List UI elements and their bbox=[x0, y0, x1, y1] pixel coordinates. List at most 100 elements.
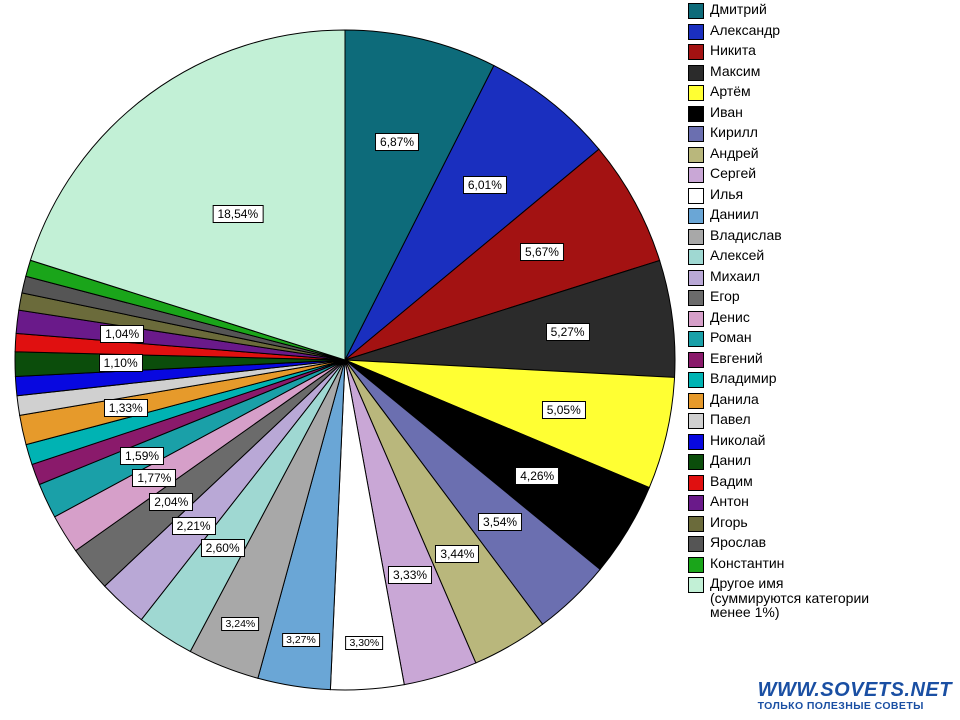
legend-swatch bbox=[688, 372, 704, 388]
legend-swatch bbox=[688, 208, 704, 224]
legend-swatch bbox=[688, 331, 704, 347]
slice-label: 3,27% bbox=[282, 633, 320, 647]
watermark-line1: WWW.SOVETS.NET bbox=[758, 680, 952, 701]
legend-item: Игорь bbox=[688, 515, 958, 532]
legend-swatch bbox=[688, 65, 704, 81]
legend-label: Игорь bbox=[710, 515, 748, 530]
legend-item: Кирилл bbox=[688, 125, 958, 142]
legend-item: Егор bbox=[688, 289, 958, 306]
legend-label: Антон bbox=[710, 494, 749, 509]
legend-label: Кирилл bbox=[710, 125, 758, 140]
legend-swatch bbox=[688, 311, 704, 327]
legend-swatch bbox=[688, 475, 704, 491]
pie-chart-area: 6,87% 6,01% 5,67% 5,27% 5,05% 4,26% 3,54% 3,44%… bbox=[0, 0, 680, 720]
legend-item: Данил bbox=[688, 453, 958, 470]
legend-item: Илья bbox=[688, 187, 958, 204]
legend-swatch bbox=[688, 393, 704, 409]
legend-label: Константин bbox=[710, 556, 784, 571]
legend-swatch bbox=[688, 126, 704, 142]
legend-label: Егор bbox=[710, 289, 740, 304]
legend-swatch bbox=[688, 495, 704, 511]
legend-item: Павел bbox=[688, 412, 958, 429]
legend-item: Денис bbox=[688, 310, 958, 327]
legend-item: Константин bbox=[688, 556, 958, 573]
slice-label: 5,67% bbox=[520, 243, 564, 261]
legend-label: Данила bbox=[710, 392, 759, 407]
legend-label: Павел bbox=[710, 412, 751, 427]
slice-label: 3,24% bbox=[221, 617, 259, 631]
legend-item: Андрей bbox=[688, 146, 958, 163]
legend-item: Другое имя (суммируются категории менее … bbox=[688, 576, 958, 620]
legend-label: Артём bbox=[710, 84, 751, 99]
legend-label: Илья bbox=[710, 187, 743, 202]
slice-label: 3,30% bbox=[345, 636, 383, 650]
legend-swatch bbox=[688, 557, 704, 573]
legend-swatch bbox=[688, 106, 704, 122]
slice-label: 1,33% bbox=[104, 399, 148, 417]
legend-label: Другое имя (суммируются категории менее … bbox=[710, 576, 869, 620]
legend-swatch bbox=[688, 188, 704, 204]
legend-label: Роман bbox=[710, 330, 752, 345]
slice-label: 1,10% bbox=[99, 354, 143, 372]
legend-label: Владимир bbox=[710, 371, 777, 386]
legend-swatch bbox=[688, 147, 704, 163]
legend-swatch bbox=[688, 434, 704, 450]
legend-swatch bbox=[688, 44, 704, 60]
legend-label: Вадим bbox=[710, 474, 753, 489]
slice-label: 6,87% bbox=[375, 133, 419, 151]
legend-swatch bbox=[688, 249, 704, 265]
legend-item: Иван bbox=[688, 105, 958, 122]
slice-label: 2,60% bbox=[201, 539, 245, 557]
legend-label: Дмитрий bbox=[710, 2, 767, 17]
slice-label: 5,27% bbox=[546, 323, 590, 341]
legend-swatch bbox=[688, 229, 704, 245]
legend-swatch bbox=[688, 413, 704, 429]
slice-label: 4,26% bbox=[515, 467, 559, 485]
watermark-line2: ТОЛЬКО ПОЛЕЗНЫЕ СОВЕТЫ bbox=[758, 701, 952, 712]
slice-label: 2,21% bbox=[172, 517, 216, 535]
legend-item: Сергей bbox=[688, 166, 958, 183]
legend-item: Даниил bbox=[688, 207, 958, 224]
legend-swatch bbox=[688, 85, 704, 101]
slice-label: 1,59% bbox=[120, 447, 164, 465]
legend-swatch bbox=[688, 290, 704, 306]
legend-swatch bbox=[688, 3, 704, 19]
legend-swatch bbox=[688, 167, 704, 183]
legend-item: Роман bbox=[688, 330, 958, 347]
legend-item: Антон bbox=[688, 494, 958, 511]
legend-swatch bbox=[688, 577, 704, 593]
legend-item: Вадим bbox=[688, 474, 958, 491]
slice-label: 1,04% bbox=[100, 325, 144, 343]
legend-item: Дмитрий bbox=[688, 2, 958, 19]
slice-label: 2,04% bbox=[149, 493, 193, 511]
slice-label: 18,54% bbox=[212, 205, 263, 223]
legend-item: Никита bbox=[688, 43, 958, 60]
slice-label: 3,44% bbox=[435, 545, 479, 563]
legend-swatch bbox=[688, 24, 704, 40]
legend-label: Ярослав bbox=[710, 535, 766, 550]
legend-label: Данил bbox=[710, 453, 751, 468]
slice-label: 1,77% bbox=[132, 469, 176, 487]
legend-swatch bbox=[688, 352, 704, 368]
legend-item: Александр bbox=[688, 23, 958, 40]
legend-label: Андрей bbox=[710, 146, 759, 161]
legend-item: Артём bbox=[688, 84, 958, 101]
legend-item: Владимир bbox=[688, 371, 958, 388]
legend-swatch bbox=[688, 454, 704, 470]
legend-label: Евгений bbox=[710, 351, 763, 366]
slice-label: 3,54% bbox=[478, 513, 522, 531]
legend: Дмитрий Александр Никита Максим Артём Иван Кир… bbox=[688, 2, 958, 624]
slice-label: 6,01% bbox=[463, 176, 507, 194]
slice-label: 5,05% bbox=[542, 401, 586, 419]
legend-item: Ярослав bbox=[688, 535, 958, 552]
watermark: WWW.SOVETS.NET ТОЛЬКО ПОЛЕЗНЫЕ СОВЕТЫ bbox=[758, 680, 952, 712]
legend-label: Михаил bbox=[710, 269, 760, 284]
legend-label: Алексей bbox=[710, 248, 764, 263]
legend-label: Николай bbox=[710, 433, 765, 448]
legend-item: Максим bbox=[688, 64, 958, 81]
legend-swatch bbox=[688, 536, 704, 552]
legend-swatch bbox=[688, 516, 704, 532]
slice-label: 3,33% bbox=[388, 566, 432, 584]
legend-label: Владислав bbox=[710, 228, 782, 243]
legend-label: Иван bbox=[710, 105, 743, 120]
